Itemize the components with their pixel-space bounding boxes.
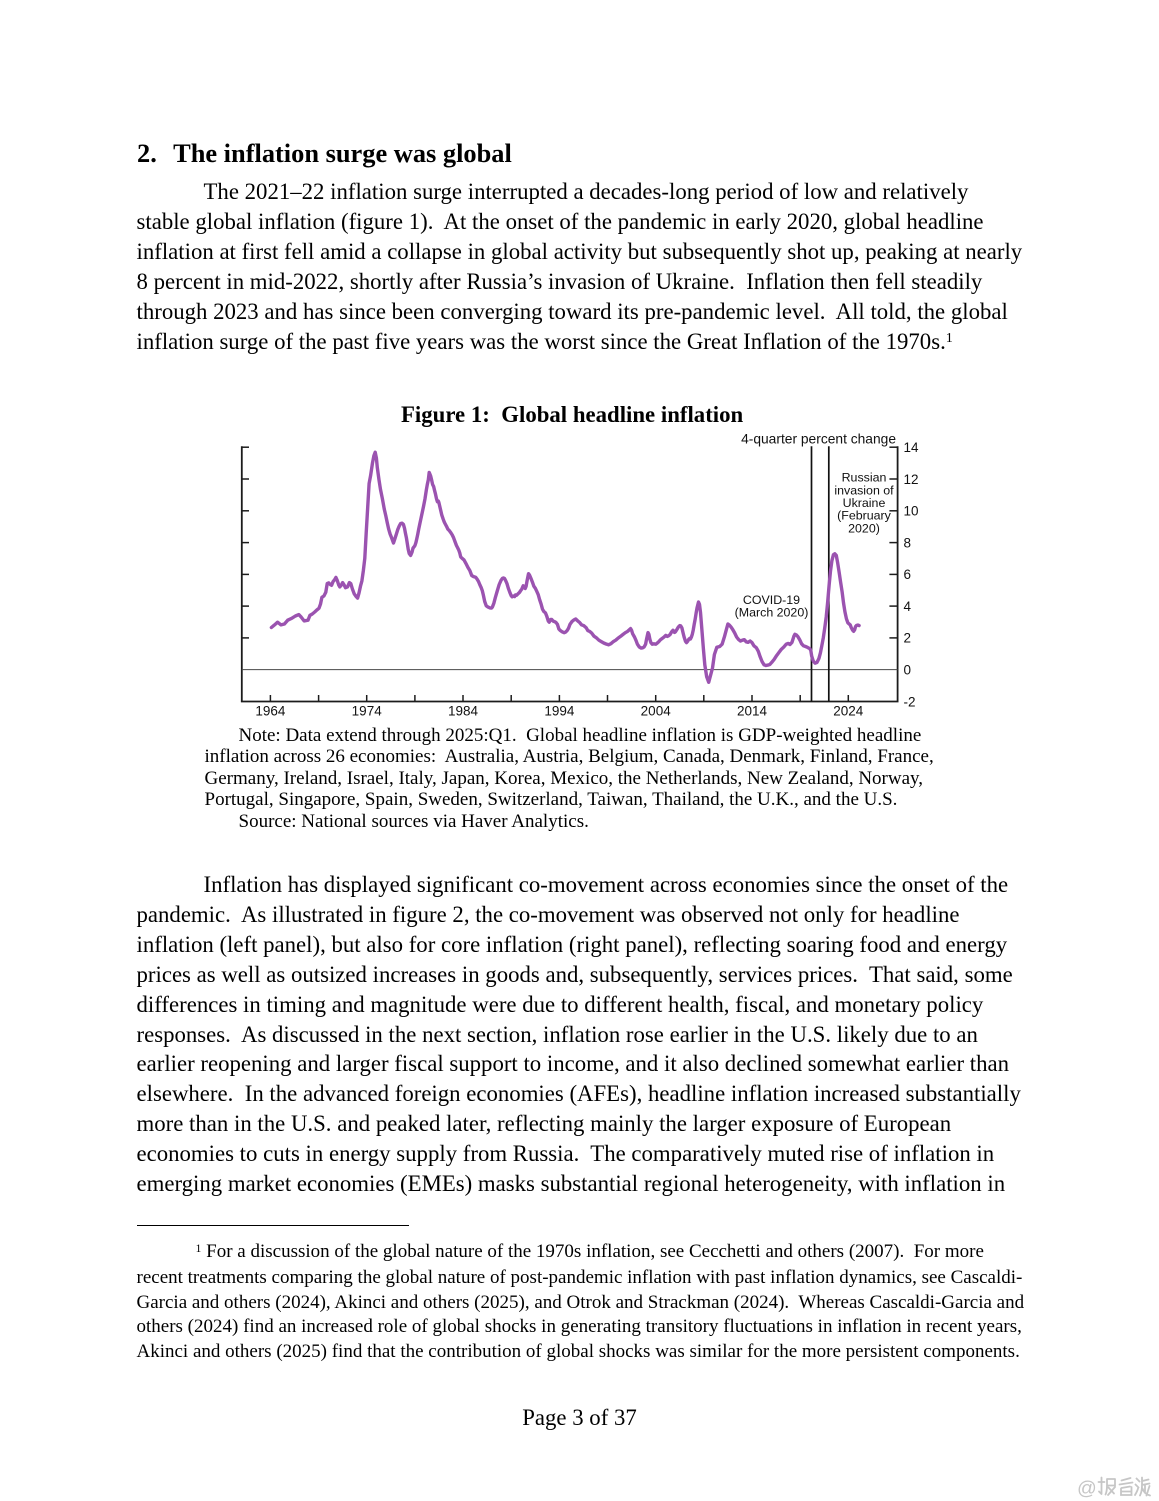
svg-text:2004: 2004 [641,704,672,719]
svg-text:(February: (February [837,508,892,522]
svg-text:4-quarter percent change: 4-quarter percent change [741,432,896,447]
svg-text:(March 2020): (March 2020) [735,606,809,620]
svg-text:@: @ [1077,1478,1097,1500]
svg-text:Russian: Russian [842,471,887,485]
svg-text:10: 10 [904,504,919,519]
svg-text:1994: 1994 [544,704,575,719]
svg-text:14: 14 [904,440,920,455]
svg-text:2024: 2024 [833,704,864,719]
svg-text:6: 6 [904,567,912,582]
svg-text:1974: 1974 [352,704,383,719]
svg-text:8: 8 [904,535,912,550]
svg-text:2020): 2020) [848,522,880,536]
svg-text:COVID-19: COVID-19 [743,593,800,607]
svg-text:Ukraine: Ukraine [843,496,886,510]
svg-text:1964: 1964 [255,704,286,719]
svg-text:-2: -2 [904,694,916,709]
svg-text:invasion of: invasion of [834,483,894,497]
svg-text:1984: 1984 [448,704,479,719]
svg-text:2014: 2014 [737,704,768,719]
svg-text:2: 2 [904,631,912,646]
svg-text:4: 4 [904,599,912,614]
svg-text:12: 12 [904,472,919,487]
svg-text:0: 0 [904,663,912,678]
